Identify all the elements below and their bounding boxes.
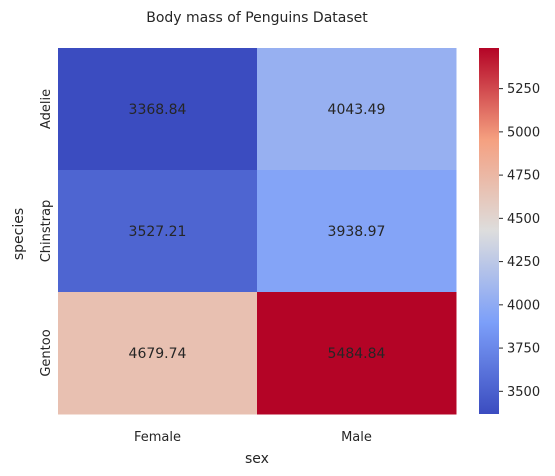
colorbar [479,48,499,414]
cell-value-label: 3527.21 [129,224,187,240]
heatmap-cell-chinstrap-male [257,170,457,293]
cell-value-label: 4679.74 [129,346,187,362]
colorbar-tick-label: 4500 [507,212,540,227]
colorbar-tick-label: 3750 [507,342,540,357]
heatmap-cell-chinstrap-female [58,170,258,293]
cell-value-label: 3938.97 [328,224,386,240]
y-tick-label: Chinstrap [39,200,54,263]
heatmap-cell-labels: 3368.84 4043.49 3527.21 3938.97 4679.74 5484.… [129,102,386,362]
colorbar-tick-label: 5250 [507,82,540,97]
colorbar-tick-label: 4000 [507,298,540,313]
colorbar-tick-label: 4250 [507,255,540,270]
x-tick-labels: Female Male [134,430,372,445]
y-tick-labels: Adelie Chinstrap Gentoo [39,89,54,377]
chart-title: Body mass of Penguins Dataset [146,10,368,26]
heatmap-cell-adelie-female [58,48,258,171]
colorbar-ticks: 3500 3750 4000 4250 4500 4750 5000 5250 [499,82,540,400]
colorbar-tick-label: 5000 [507,125,540,140]
cell-value-label: 3368.84 [129,102,187,118]
colorbar-tick-label: 3500 [507,385,540,400]
x-axis-label: sex [245,451,269,467]
x-tick-label: Female [134,430,181,445]
heatmap-cell-adelie-male [257,48,457,171]
y-tick-label: Adelie [39,89,54,129]
heatmap-cells [58,48,457,415]
y-axis-label: species [11,208,27,260]
cell-value-label: 4043.49 [328,102,386,118]
heatmap-cell-gentoo-male [257,292,457,415]
x-tick-label: Male [341,430,372,445]
cell-value-label: 5484.84 [328,346,386,362]
colorbar-tick-label: 4750 [507,169,540,184]
heatmap-cell-gentoo-female [58,292,258,415]
y-tick-label: Gentoo [39,329,54,376]
